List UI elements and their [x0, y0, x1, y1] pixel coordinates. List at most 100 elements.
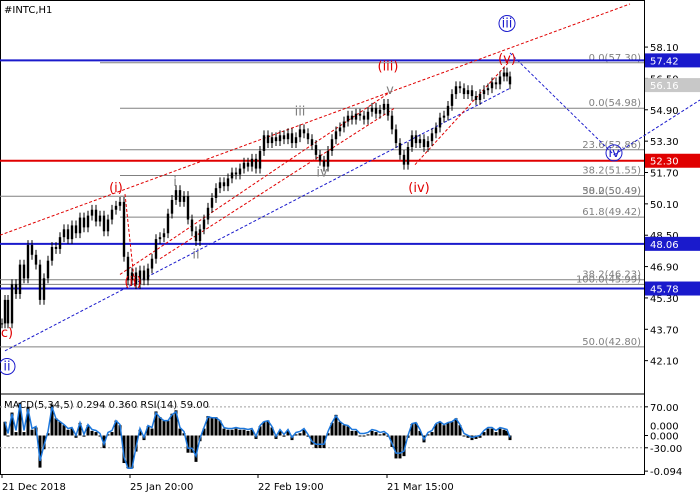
candle-body: [498, 76, 502, 85]
fib-level-label: 0.0(57.30): [589, 53, 641, 64]
wave-label: (iv): [408, 181, 429, 196]
candle-body: [454, 86, 458, 95]
wave-label: iii: [502, 16, 513, 31]
macd-bar: [398, 435, 402, 459]
candle-body: [310, 139, 314, 146]
candle-body: [470, 90, 474, 97]
candle-body: [262, 135, 266, 151]
macd-bar: [402, 435, 406, 457]
candle-body: [30, 245, 34, 255]
candle-body: [138, 270, 142, 285]
candle-body: [254, 158, 258, 169]
candle-body: [414, 135, 418, 144]
wave-label: (iii): [378, 60, 399, 75]
candle-body: [86, 215, 90, 228]
fib-level-label: 100.0(45.99): [576, 274, 641, 285]
symbol-label: #INTC,H1: [4, 5, 52, 16]
candle-body: [166, 213, 170, 234]
macd-bar: [218, 420, 222, 436]
candle-body: [490, 82, 494, 89]
candle-body: [222, 182, 226, 187]
macd-bar: [226, 429, 230, 436]
candle-body: [114, 205, 118, 210]
price-tick-label: 46.90: [650, 263, 679, 274]
macd-bar: [62, 425, 66, 436]
candle-body: [505, 72, 509, 77]
macd-bar: [94, 432, 98, 436]
candle-body: [234, 172, 238, 175]
candle-body: [142, 270, 146, 281]
wave-label: iv: [316, 165, 328, 180]
candle-body: [350, 115, 354, 120]
candle-body: [146, 268, 150, 281]
macd-bar: [30, 429, 34, 436]
candle-body: [318, 154, 322, 161]
macd-bar: [238, 429, 242, 436]
candle-body: [282, 135, 286, 140]
fib-level-label: 38.2(46.23): [582, 270, 641, 281]
macd-bar: [366, 434, 370, 436]
macd-bar: [306, 435, 310, 437]
wave-label: iv: [608, 146, 620, 161]
wave-label: (ii): [124, 275, 141, 290]
fibonacci-levels: 0.0(57.30)0.0(54.98)23.6(52.86)38.2(51.5…: [0, 53, 644, 348]
fib-level-label: 38.2(50.49): [582, 186, 641, 197]
fib-level-label: 38.2(51.55): [582, 165, 641, 176]
candle-body: [206, 207, 210, 220]
candle-body: [386, 103, 390, 116]
candle-body: [394, 129, 398, 144]
candle-body: [202, 219, 206, 230]
candle-body: [154, 239, 158, 259]
wave-circle: [498, 14, 516, 32]
macd-bar: [430, 432, 434, 436]
macd-bar: [246, 430, 250, 436]
time-tick-label: 25 Jan 20:00: [130, 482, 193, 493]
candle-body: [322, 160, 326, 167]
price-tag-label: 56.16: [650, 81, 679, 92]
candle-body: [90, 209, 94, 216]
candle-body: [186, 196, 190, 220]
candle-body: [22, 264, 26, 279]
candle-body: [502, 72, 506, 77]
candle-body: [82, 217, 86, 228]
red-zigzag: [124, 194, 136, 289]
candle-body: [230, 172, 234, 179]
candle-body: [422, 139, 426, 148]
price-candles: [0, 67, 512, 329]
candle-body: [210, 197, 214, 208]
macd-bar: [486, 428, 490, 436]
candle-body: [6, 299, 10, 324]
price-tick-label: 54.90: [650, 106, 679, 117]
candle-body: [10, 284, 14, 324]
price-tag-label: 57.42: [650, 56, 679, 67]
macd-bar: [206, 416, 210, 436]
blue-projection-down: [509, 52, 615, 156]
candle-body: [54, 246, 58, 249]
candle-body: [286, 133, 290, 140]
macd-bar: [438, 421, 442, 436]
candle-body: [354, 113, 358, 120]
time-tick-label: 21 Mar 15:00: [387, 482, 454, 493]
candle-body: [278, 135, 282, 142]
candle-body: [302, 129, 306, 134]
support-resistance-lines: [0, 59, 644, 290]
time-axis: 21 Dec 2018 25 Jan 20:00 22 Feb 19:00 21 Ma…: [1, 474, 454, 493]
candle-body: [326, 150, 330, 167]
price-tag: [645, 236, 700, 251]
candle-body: [438, 117, 442, 128]
candle-body: [78, 217, 82, 234]
candle-body: [306, 133, 310, 140]
macd-bar: [122, 435, 126, 464]
candle-body: [362, 115, 366, 120]
macd-bar: [98, 435, 102, 437]
candle-body: [508, 76, 512, 85]
macd-bar: [150, 428, 154, 436]
indicator-tick-label: -30.00: [650, 444, 682, 455]
macd-bar: [326, 433, 330, 436]
macd-bar: [342, 425, 346, 436]
indicator-panel: MACD(5,34,5) 0.294 0.360 RSI(14) 59.00 70…: [0, 400, 682, 478]
price-tag: [645, 281, 700, 296]
price-tick-label: 58.10: [650, 43, 679, 54]
macd-bar: [462, 435, 466, 437]
rsi-line: [4, 403, 511, 470]
